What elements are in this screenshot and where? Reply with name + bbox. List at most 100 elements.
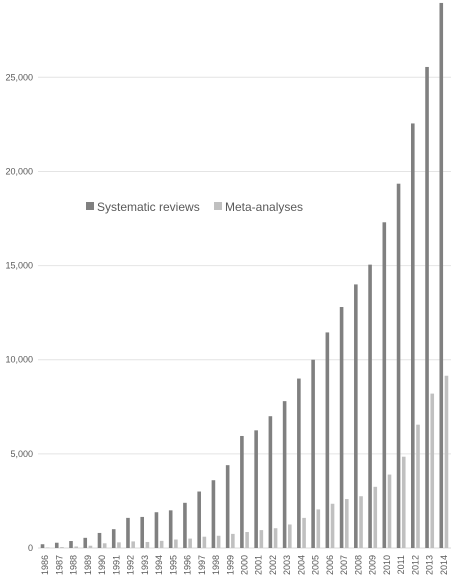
bar-systematic-reviews-1991 <box>112 529 116 548</box>
x-tick-label: 2009 <box>368 555 378 575</box>
y-tick-label: 0 <box>28 543 33 553</box>
bar-systematic-reviews-2004 <box>297 379 301 548</box>
y-tick-label: 25,000 <box>5 72 33 82</box>
bar-meta-analyses-2013 <box>430 394 434 548</box>
bar-meta-analyses-2008 <box>359 496 363 548</box>
x-tick-label: 1996 <box>183 555 193 575</box>
bars <box>41 3 449 548</box>
bar-meta-analyses-1988 <box>74 546 78 548</box>
y-tick-label: 15,000 <box>5 261 33 271</box>
x-tick-label: 1999 <box>225 555 235 575</box>
bar-meta-analyses-1997 <box>203 537 207 548</box>
bar-meta-analyses-2005 <box>317 509 321 548</box>
bar-meta-analyses-2000 <box>245 532 249 548</box>
bar-systematic-reviews-2007 <box>340 307 344 548</box>
legend: Systematic reviews Meta-analyses <box>86 200 303 214</box>
bar-meta-analyses-1990 <box>103 543 107 548</box>
bar-systematic-reviews-2003 <box>283 401 287 548</box>
bar-meta-analyses-1999 <box>231 534 235 548</box>
bar-meta-analyses-2011 <box>402 457 406 548</box>
legend-label-meta-analyses: Meta-analyses <box>225 200 303 214</box>
bar-systematic-reviews-1998 <box>212 480 216 548</box>
bar-meta-analyses-1992 <box>131 541 135 548</box>
x-tick-label: 2000 <box>240 555 250 575</box>
bar-meta-analyses-1996 <box>188 539 192 548</box>
x-tick-label: 1991 <box>111 555 121 575</box>
x-tick-label: 1992 <box>126 555 136 575</box>
x-tick-label: 2013 <box>425 555 435 575</box>
y-axis-tick-labels: 0 5,000 10,000 15,000 20,000 25,000 <box>5 72 33 553</box>
x-tick-label: 2012 <box>410 555 420 575</box>
x-tick-label: 1994 <box>154 555 164 575</box>
bar-systematic-reviews-1999 <box>226 465 230 548</box>
x-tick-label: 1997 <box>197 555 207 575</box>
legend-swatch-systematic-reviews <box>86 202 94 210</box>
bar-systematic-reviews-1993 <box>140 517 144 548</box>
bar-systematic-reviews-1990 <box>98 533 102 548</box>
bar-meta-analyses-2001 <box>260 530 264 548</box>
bar-meta-analyses-1987 <box>60 547 64 548</box>
bar-systematic-reviews-2009 <box>368 265 372 548</box>
x-tick-label: 1998 <box>211 555 221 575</box>
bar-systematic-reviews-2014 <box>439 3 443 548</box>
bar-systematic-reviews-2001 <box>254 430 258 548</box>
bar-systematic-reviews-2008 <box>354 284 358 548</box>
bar-meta-analyses-2003 <box>288 524 292 548</box>
x-tick-label: 1995 <box>168 555 178 575</box>
bar-systematic-reviews-1987 <box>55 543 59 548</box>
x-tick-label: 2004 <box>296 555 306 575</box>
x-tick-label: 2011 <box>396 555 406 574</box>
bar-systematic-reviews-2013 <box>425 67 429 548</box>
x-tick-label: 2003 <box>282 555 292 575</box>
x-tick-label: 2014 <box>439 555 449 575</box>
y-tick-label: 10,000 <box>5 355 33 365</box>
x-tick-label: 1990 <box>97 555 107 575</box>
x-tick-label: 1986 <box>40 555 50 575</box>
bar-systematic-reviews-2012 <box>411 123 415 548</box>
bar-systematic-reviews-1996 <box>183 503 187 548</box>
x-tick-label: 2008 <box>353 555 363 575</box>
y-tick-label: 20,000 <box>5 166 33 176</box>
legend-label-systematic-reviews: Systematic reviews <box>97 200 200 214</box>
x-tick-label: 1989 <box>83 555 93 575</box>
bar-meta-analyses-1993 <box>146 542 150 548</box>
bar-meta-analyses-2010 <box>388 475 392 548</box>
bar-systematic-reviews-1992 <box>126 518 130 548</box>
bar-meta-analyses-2004 <box>302 518 306 548</box>
x-tick-label: 1987 <box>54 555 64 575</box>
bar-systematic-reviews-1994 <box>155 512 159 548</box>
bar-meta-analyses-2014 <box>445 376 449 548</box>
bar-systematic-reviews-1997 <box>197 492 201 548</box>
bar-systematic-reviews-2006 <box>326 332 330 548</box>
bar-systematic-reviews-2010 <box>383 222 387 548</box>
bar-meta-analyses-1994 <box>160 541 164 548</box>
x-tick-label: 2007 <box>339 555 349 575</box>
x-tick-label: 1988 <box>69 555 79 575</box>
bar-meta-analyses-1998 <box>217 536 221 548</box>
bar-meta-analyses-2006 <box>331 504 335 548</box>
x-tick-label: 2005 <box>311 555 321 575</box>
bar-systematic-reviews-2000 <box>240 436 244 548</box>
x-tick-label: 2002 <box>268 555 278 575</box>
bar-systematic-reviews-1986 <box>41 544 45 548</box>
bar-meta-analyses-1991 <box>117 542 121 548</box>
bar-meta-analyses-2009 <box>373 487 377 548</box>
x-tick-label: 2001 <box>254 555 264 575</box>
x-tick-label: 2006 <box>325 555 335 575</box>
bar-systematic-reviews-2011 <box>397 184 401 548</box>
x-axis-tick-labels: 1986 1987 1988 1989 1990 1991 1992 1993 1994 1995… <box>40 555 449 575</box>
legend-swatch-meta-analyses <box>214 202 222 210</box>
x-tick-label: 2010 <box>382 555 392 575</box>
bar-meta-analyses-1986 <box>46 547 50 548</box>
bar-meta-analyses-2007 <box>345 499 349 548</box>
x-tick-label: 1993 <box>140 555 150 575</box>
bar-meta-analyses-2002 <box>274 528 278 548</box>
bar-meta-analyses-1995 <box>174 540 178 548</box>
y-tick-label: 5,000 <box>10 449 33 459</box>
bar-meta-analyses-1989 <box>89 546 93 548</box>
bar-systematic-reviews-1988 <box>69 541 73 548</box>
bar-meta-analyses-2012 <box>416 425 420 548</box>
bar-systematic-reviews-2002 <box>269 416 273 548</box>
bar-systematic-reviews-1995 <box>169 510 173 548</box>
